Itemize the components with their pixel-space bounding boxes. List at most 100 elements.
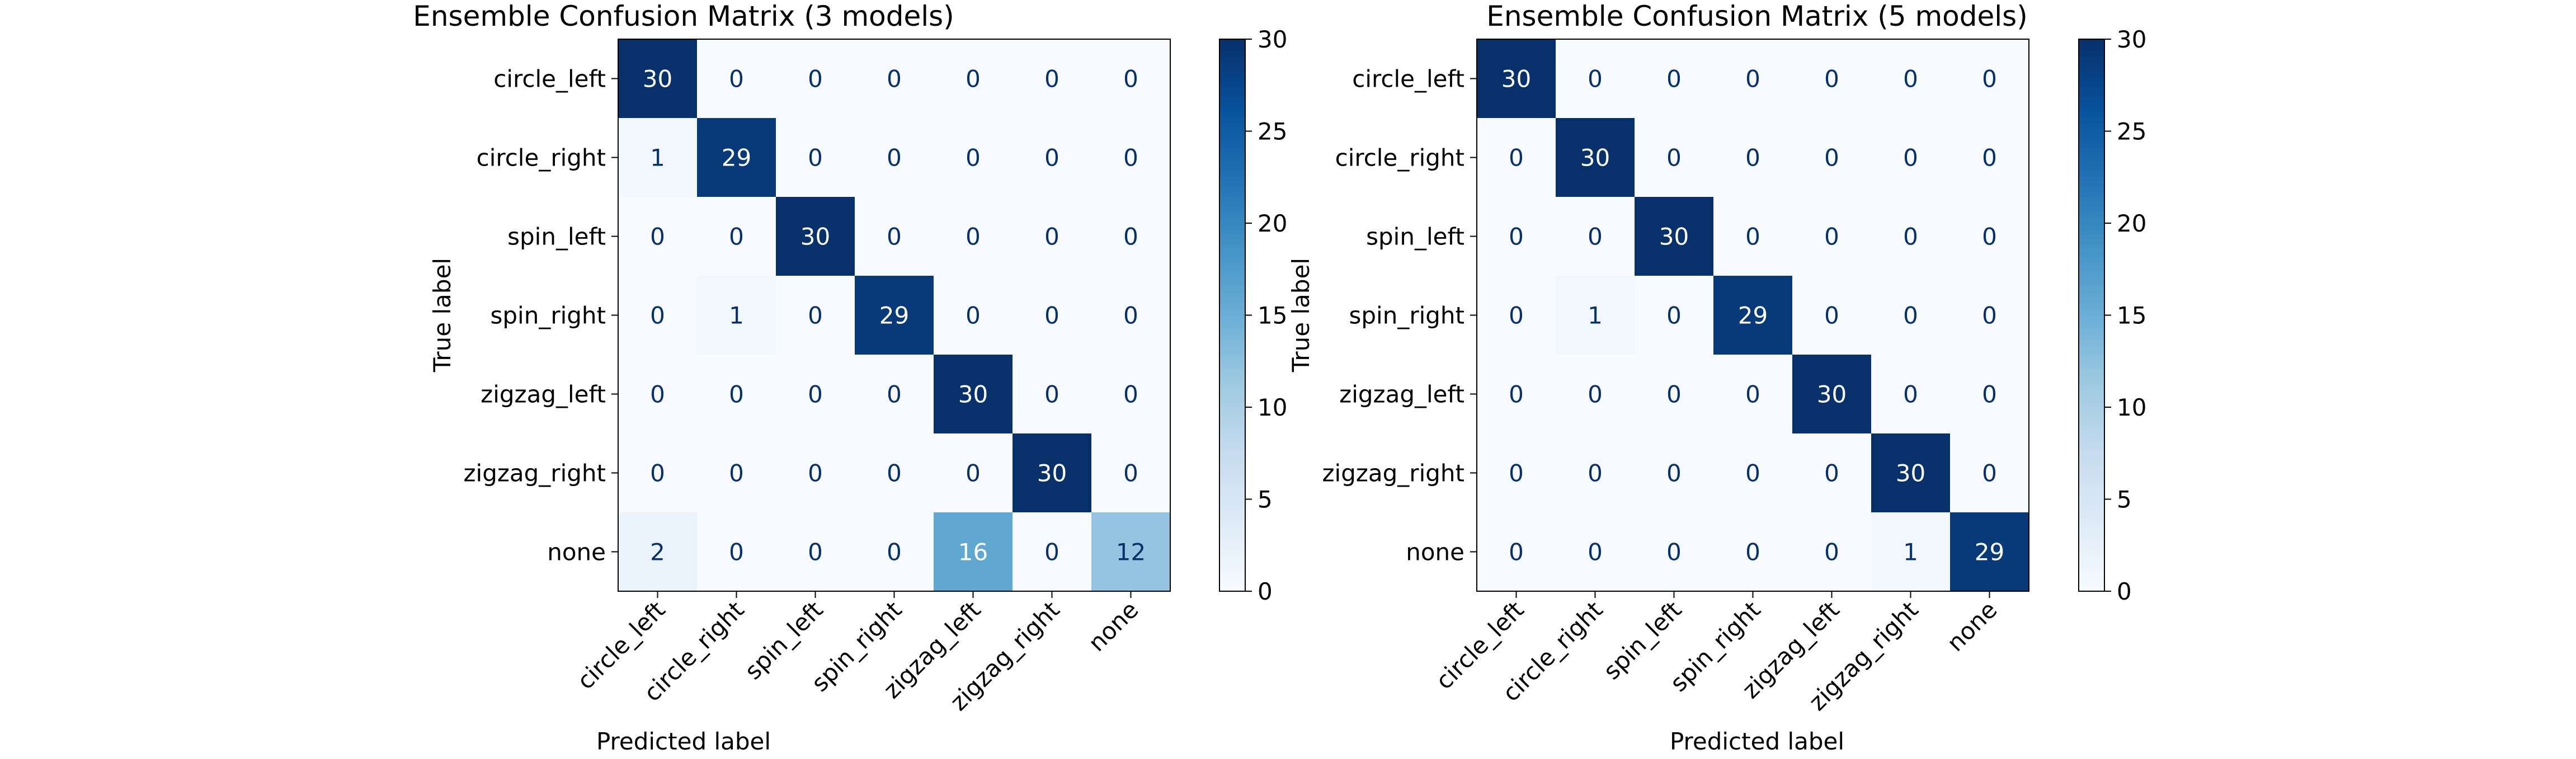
matrix-cell bbox=[934, 197, 1013, 276]
matrix-cell bbox=[1091, 512, 1171, 592]
cell-value-label: 0 bbox=[1123, 381, 1138, 408]
matrix-cell bbox=[1792, 512, 1872, 592]
matrix-cell bbox=[1556, 197, 1635, 276]
matrix-cell bbox=[1950, 197, 2029, 276]
matrix-cell bbox=[1556, 433, 1635, 513]
cell-value-label: 0 bbox=[650, 223, 665, 251]
cell-value-label: 0 bbox=[887, 65, 902, 93]
colorbar-tick-label: 30 bbox=[2117, 26, 2146, 53]
matrix-cell bbox=[1091, 276, 1171, 355]
matrix-cell bbox=[1556, 39, 1635, 119]
matrix-cell bbox=[1713, 197, 1793, 276]
cell-value-label: 0 bbox=[1509, 223, 1524, 251]
cell-value-label: 0 bbox=[1745, 223, 1760, 251]
matrix-cell bbox=[1871, 355, 1951, 434]
matrix-cell bbox=[697, 39, 776, 119]
colorbar-tick-label: 25 bbox=[1258, 118, 1287, 145]
matrix-cell bbox=[1477, 197, 1556, 276]
matrix-cell bbox=[776, 433, 855, 513]
matrix-cell bbox=[697, 118, 776, 197]
cell-value-label: 0 bbox=[1509, 381, 1524, 408]
matrix-cell bbox=[1713, 512, 1793, 592]
cell-value-label: 0 bbox=[1044, 381, 1059, 408]
y-tick-label: zigzag_right bbox=[1322, 460, 1464, 487]
matrix-cell bbox=[1091, 355, 1171, 434]
cell-value-label: 0 bbox=[1123, 223, 1138, 251]
cell-value-label: 0 bbox=[1824, 223, 1839, 251]
cell-value-label: 0 bbox=[729, 381, 744, 408]
matrix-cell bbox=[1635, 276, 1714, 355]
matrix-cell bbox=[1792, 39, 1872, 119]
matrix-cell bbox=[1556, 355, 1635, 434]
matrix-cell bbox=[776, 118, 855, 197]
matrix-cell bbox=[1012, 433, 1092, 513]
cell-value-label: 0 bbox=[808, 460, 823, 487]
matrix-cell bbox=[1556, 118, 1635, 197]
cell-value-label: 1 bbox=[1903, 539, 1918, 566]
cell-value-label: 29 bbox=[879, 302, 909, 329]
cell-value-label: 0 bbox=[887, 539, 902, 566]
matrix-cell bbox=[1871, 118, 1951, 197]
cell-value-label: 0 bbox=[808, 381, 823, 408]
matrix-cell bbox=[1792, 433, 1872, 513]
y-tick-label: spin_right bbox=[1349, 302, 1464, 329]
matrix-cell bbox=[618, 39, 698, 119]
matrix-cell bbox=[1477, 355, 1556, 434]
cell-value-label: 0 bbox=[1824, 65, 1839, 93]
cell-value-label: 30 bbox=[1817, 381, 1847, 408]
matrix-cell bbox=[934, 276, 1013, 355]
cell-value-label: 0 bbox=[1982, 223, 1997, 251]
matrix-cell bbox=[1792, 197, 1872, 276]
matrix-cell bbox=[1635, 118, 1714, 197]
y-tick-label: none bbox=[547, 539, 606, 566]
cell-value-label: 0 bbox=[1745, 381, 1760, 408]
matrix-cell bbox=[1871, 39, 1951, 119]
matrix-cell bbox=[1477, 276, 1556, 355]
cell-value-label: 0 bbox=[966, 65, 981, 93]
matrix-cell bbox=[1950, 118, 2029, 197]
colorbar-tick-label: 15 bbox=[1258, 302, 1287, 329]
cell-value-label: 0 bbox=[650, 302, 665, 329]
cell-value-label: 0 bbox=[1982, 302, 1997, 329]
y-axis-label: True label bbox=[428, 258, 456, 373]
cell-value-label: 0 bbox=[1666, 539, 1682, 566]
matrix-cell bbox=[1556, 512, 1635, 592]
cell-value-label: 2 bbox=[650, 539, 665, 566]
matrix-cell bbox=[855, 512, 934, 592]
cell-value-label: 0 bbox=[1044, 302, 1059, 329]
y-tick-label: circle_left bbox=[493, 65, 606, 93]
matrix-cell bbox=[697, 512, 776, 592]
cell-value-label: 30 bbox=[643, 65, 672, 93]
y-tick-label: zigzag_right bbox=[463, 460, 606, 487]
matrix-cell bbox=[1792, 355, 1872, 434]
matrix-cell bbox=[934, 355, 1013, 434]
matrix-cell bbox=[1635, 433, 1714, 513]
cell-value-label: 0 bbox=[1745, 65, 1760, 93]
colorbar-tick-label: 10 bbox=[1258, 394, 1287, 421]
matrix-cell bbox=[855, 355, 934, 434]
matrix-cell bbox=[1792, 118, 1872, 197]
matrix-cell bbox=[1871, 512, 1951, 592]
matrix-cell bbox=[1713, 355, 1793, 434]
matrix-cell bbox=[618, 276, 698, 355]
matrix-cell bbox=[855, 276, 934, 355]
matrix-cell bbox=[776, 197, 855, 276]
cell-value-label: 0 bbox=[1745, 460, 1760, 487]
matrix-cell bbox=[1871, 433, 1951, 513]
cell-value-label: 30 bbox=[1659, 223, 1689, 251]
cell-value-label: 0 bbox=[1666, 302, 1682, 329]
matrix-cell bbox=[1713, 118, 1793, 197]
cell-value-label: 0 bbox=[1588, 223, 1603, 251]
matrix-cell bbox=[934, 512, 1013, 592]
matrix-cell bbox=[1012, 276, 1092, 355]
cell-value-label: 29 bbox=[1975, 539, 2004, 566]
colorbar-tick-label: 20 bbox=[1258, 210, 1287, 237]
matrix-cell bbox=[618, 512, 698, 592]
cell-value-label: 0 bbox=[1745, 144, 1760, 172]
y-axis-label: True label bbox=[1287, 258, 1315, 373]
y-tick-label: none bbox=[1406, 539, 1464, 566]
matrix-cell bbox=[618, 433, 698, 513]
cell-value-label: 0 bbox=[1824, 539, 1839, 566]
cell-value-label: 0 bbox=[966, 302, 981, 329]
